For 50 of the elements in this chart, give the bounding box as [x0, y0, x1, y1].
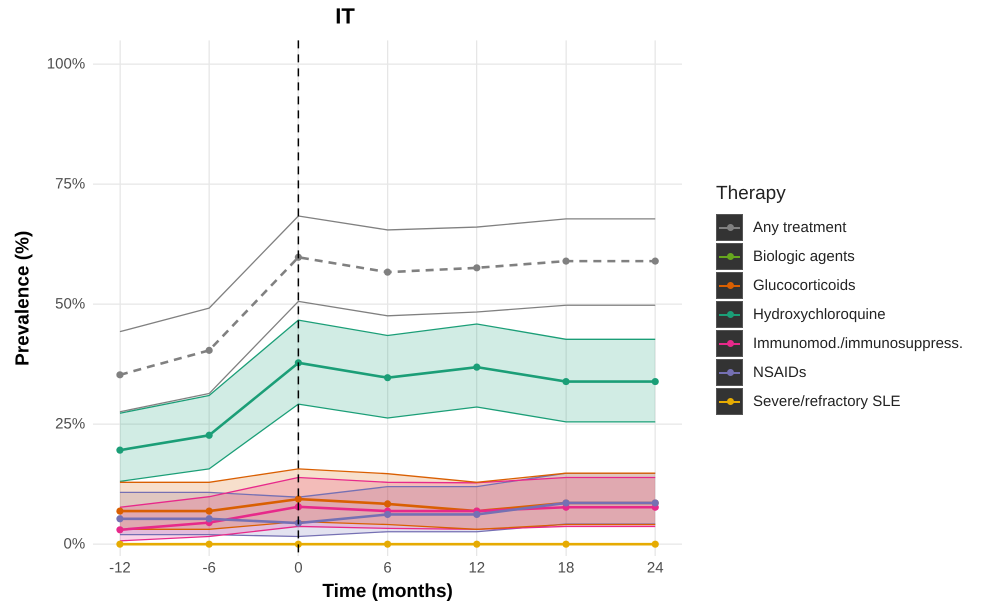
point [294, 496, 302, 503]
point [384, 540, 392, 548]
point [652, 258, 659, 265]
point [562, 378, 570, 386]
x-tick-label: 0 [294, 559, 303, 576]
point [116, 515, 124, 522]
point [652, 540, 659, 548]
chart-title: IT [335, 3, 356, 28]
legend-label: Any treatment [753, 219, 846, 236]
legend-label: NSAIDs [753, 364, 806, 381]
point [562, 258, 570, 265]
point [206, 540, 213, 548]
y-tick-label: 75% [55, 175, 86, 192]
legend-label: Immunomod./immunosuppress. [753, 335, 964, 352]
y-tick-label: 0% [63, 535, 86, 552]
point [206, 515, 213, 522]
point [473, 510, 480, 518]
y-tick-label: 50% [55, 295, 86, 312]
point [384, 510, 392, 518]
point [116, 446, 124, 454]
point [473, 540, 480, 548]
x-tick-label: 24 [646, 559, 664, 576]
point [473, 264, 480, 272]
x-tick-label: 12 [468, 559, 486, 576]
point [116, 371, 124, 378]
point [206, 432, 213, 439]
x-tick-label: -6 [202, 559, 216, 576]
legend-label: Glucocorticoids [753, 277, 856, 294]
legend-label: Severe/refractory SLE [753, 393, 901, 410]
legend-label: Hydroxychloroquine [753, 306, 886, 323]
legend-label: Biologic agents [753, 248, 855, 265]
point [116, 540, 124, 548]
point [652, 378, 659, 386]
point [116, 508, 124, 515]
point [384, 500, 392, 508]
point [116, 526, 124, 534]
point [384, 374, 392, 382]
point [562, 540, 570, 548]
point [206, 508, 213, 515]
point [473, 364, 480, 371]
x-tick-label: -12 [109, 559, 131, 576]
x-tick-label: 6 [383, 559, 392, 576]
point [206, 346, 213, 354]
legend-title: Therapy [716, 183, 787, 205]
x-axis-title: Time (months) [322, 580, 453, 602]
y-axis-title: Prevalence (%) [12, 230, 34, 366]
x-tick-label: 18 [558, 559, 574, 576]
y-tick-label: 25% [55, 415, 86, 432]
y-tick-label: 100% [46, 56, 86, 73]
point [384, 268, 392, 276]
